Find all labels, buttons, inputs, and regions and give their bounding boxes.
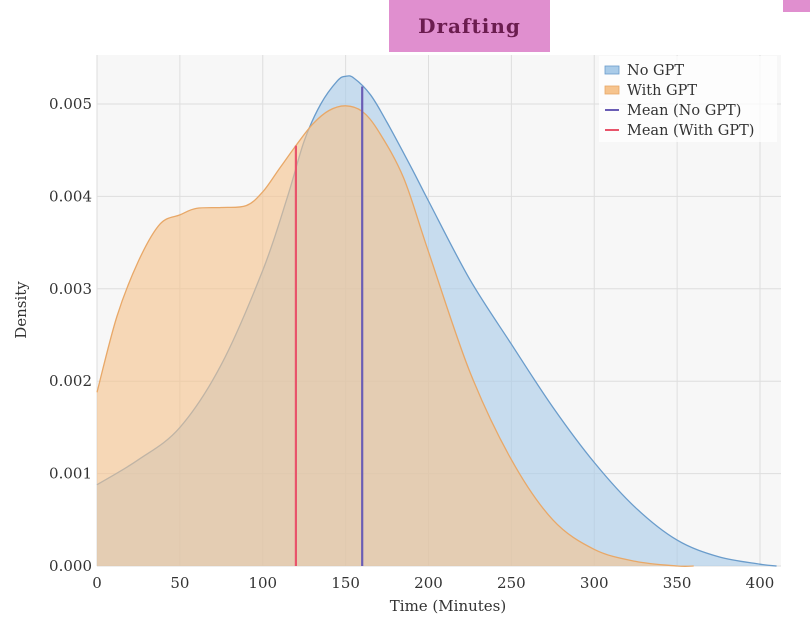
corner-decoration xyxy=(783,0,810,12)
mean-lines xyxy=(294,86,364,566)
y-tick-label-0: 0.000 xyxy=(49,557,92,575)
legend-swatch-with-gpt xyxy=(604,85,620,95)
x-axis-ticks: 0 50 100 150 200 250 300 350 400 xyxy=(92,574,774,592)
legend-background xyxy=(599,56,777,142)
x-tick-label-0: 0 xyxy=(92,574,102,592)
legend-label-no-gpt: No GPT xyxy=(627,63,684,79)
y-axis-ticks: 0.000 0.001 0.002 0.003 0.004 0.005 xyxy=(49,95,92,575)
x-tick-label-4: 200 xyxy=(414,574,443,592)
y-tick-label-4: 0.004 xyxy=(49,187,92,205)
legend-label-mean-with-gpt-: Mean (With GPT) xyxy=(627,123,754,139)
x-axis-label: Time (Minutes) xyxy=(390,597,506,615)
x-tick-label-3: 150 xyxy=(331,574,360,592)
legend-label-mean-no-gpt-: Mean (No GPT) xyxy=(627,103,741,119)
x-tick-label-8: 400 xyxy=(746,574,775,592)
x-tick-label-1: 50 xyxy=(170,574,189,592)
density-areas xyxy=(96,75,777,568)
area-with-gpt xyxy=(97,105,694,567)
y-axis-label: Density xyxy=(12,281,30,339)
chart-title-box: Drafting xyxy=(389,0,550,52)
legend: No GPT With GPT Mean (No GPT) Mean (With GP… xyxy=(599,56,777,142)
x-tick-label-7: 350 xyxy=(663,574,692,592)
y-tick-label-1: 0.001 xyxy=(49,465,92,483)
x-tick-label-6: 300 xyxy=(580,574,609,592)
y-tick-label-3: 0.003 xyxy=(49,280,92,298)
legend-label-with-gpt: With GPT xyxy=(627,83,697,99)
y-tick-label-2: 0.002 xyxy=(49,372,92,390)
y-tick-label-5: 0.005 xyxy=(49,95,92,113)
chart-title: Drafting xyxy=(418,14,521,38)
legend-swatch-no-gpt xyxy=(604,65,620,75)
line-with-gpt xyxy=(96,105,694,568)
x-tick-label-2: 100 xyxy=(248,574,277,592)
x-tick-label-5: 250 xyxy=(497,574,526,592)
